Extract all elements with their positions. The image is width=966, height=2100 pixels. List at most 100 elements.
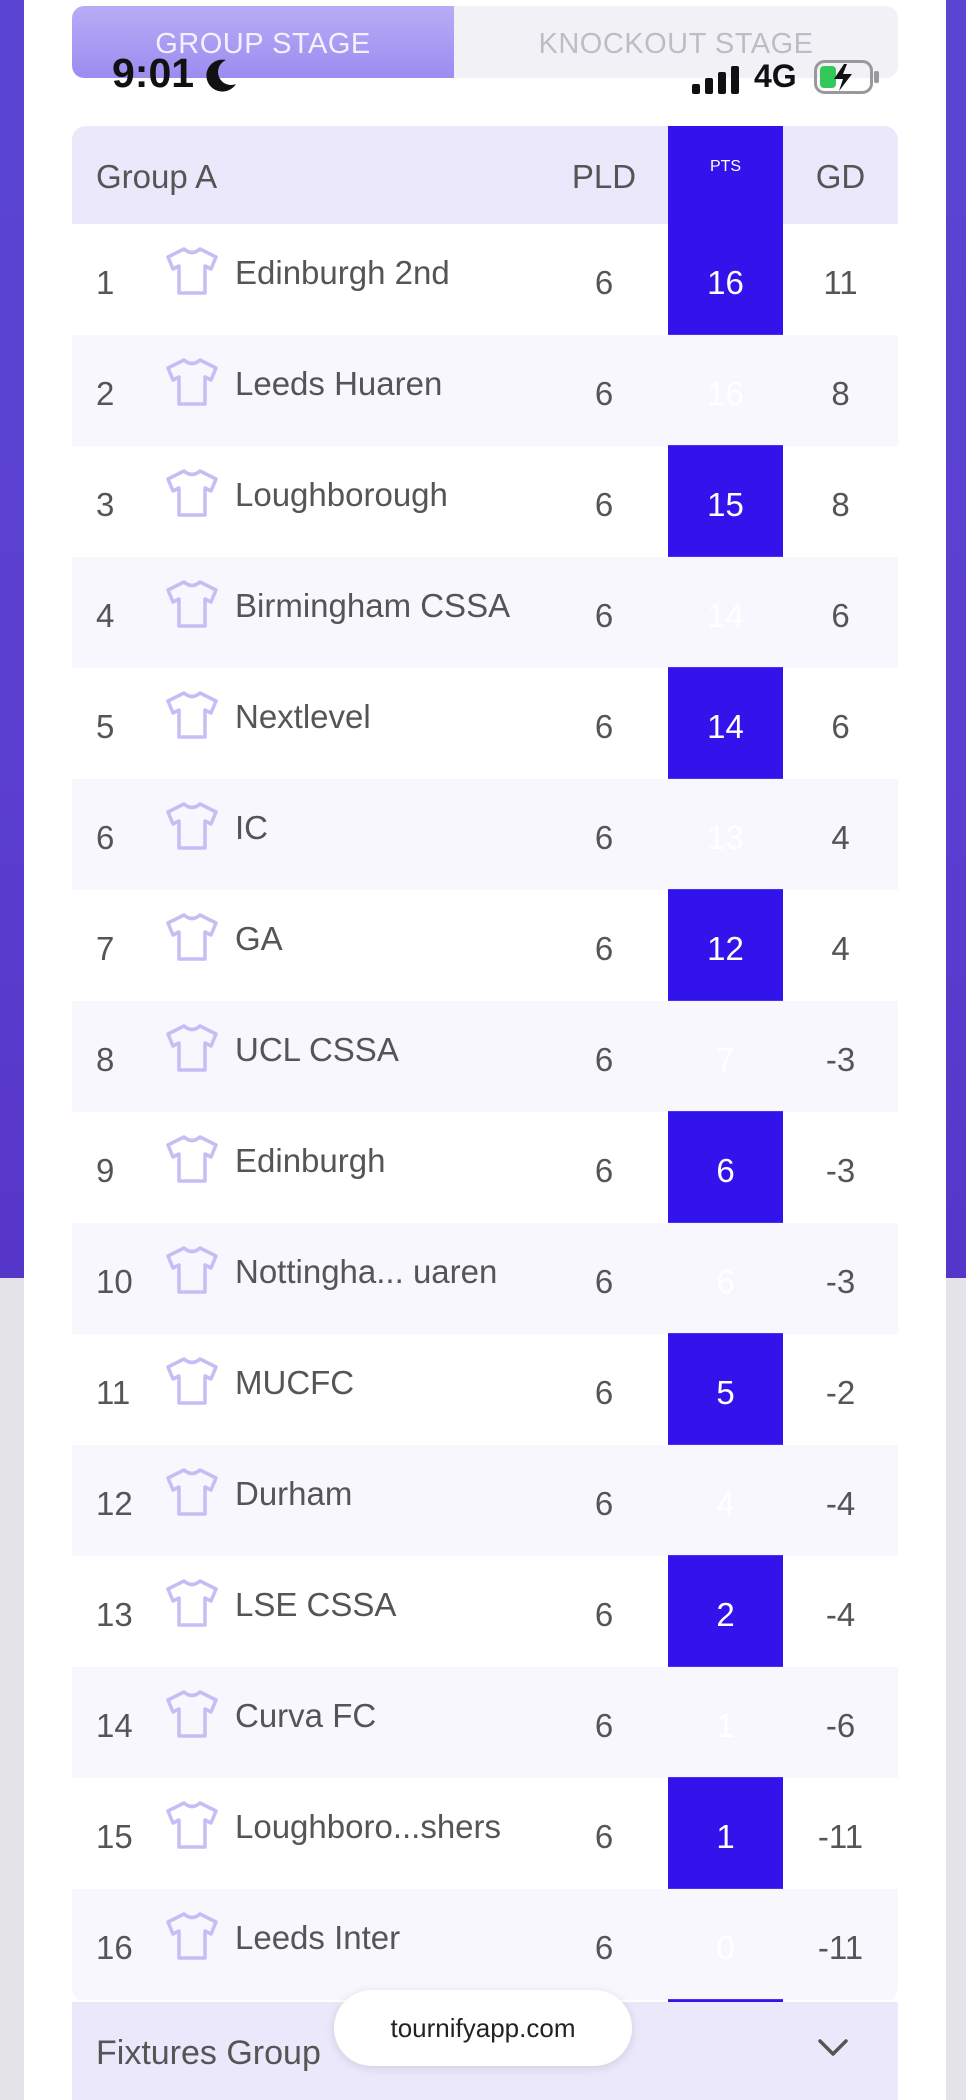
gd-cell: -11: [817, 1818, 864, 1855]
status-time: 9:01: [112, 50, 195, 96]
gd-cell: 4: [831, 930, 850, 967]
shirt-icon: [166, 802, 218, 850]
shirt-icon: [166, 1246, 218, 1294]
gd-cell: 6: [831, 708, 850, 745]
gd-cell: 8: [831, 375, 850, 412]
position-cell: 4: [96, 597, 115, 634]
position-cell: 6: [96, 819, 115, 856]
pts-cell: 5: [716, 1374, 735, 1411]
gd-cell: 8: [831, 486, 850, 523]
pld-cell: 6: [594, 1485, 614, 1522]
shirt-icon: [166, 1135, 218, 1183]
shirt-icon: [166, 469, 218, 517]
table-row[interactable]: 6 IC 6 13 4: [72, 779, 898, 890]
shirt-icon: [166, 1690, 218, 1738]
pts-cell: 7: [716, 1041, 735, 1078]
fixtures-group-label: Fixtures Group: [96, 2034, 321, 2072]
shirt-icon: [166, 580, 218, 628]
position-cell: 10: [96, 1263, 133, 1300]
table-row[interactable]: 15 Loughboro...shers 6 1 -11: [72, 1778, 898, 1889]
pts-divider: [668, 556, 783, 557]
table-row[interactable]: 4 Birmingham CSSA 6 14 6: [72, 557, 898, 668]
pld-cell: 6: [594, 264, 614, 301]
shirt-icon: [166, 247, 218, 295]
table-row[interactable]: 7 GA 6 12 4: [72, 890, 898, 1001]
gd-cell: 11: [823, 264, 858, 301]
column-header-pts[interactable]: PTS: [709, 158, 742, 175]
pts-divider: [668, 1999, 783, 2000]
pld-cell: 6: [594, 1596, 614, 1633]
pts-divider: [668, 667, 783, 668]
position-cell: 5: [96, 708, 115, 745]
gd-cell: -3: [825, 1152, 856, 1189]
team-name: Loughboro...shers: [235, 1808, 502, 1845]
tab-knockout-stage[interactable]: KNOCKOUT STAGE: [538, 28, 814, 60]
table-row[interactable]: 8 UCL CSSA 6 7 -3: [72, 1001, 898, 1112]
moon-icon: [206, 59, 236, 92]
pts-divider: [668, 1555, 783, 1556]
pts-divider: [668, 889, 783, 890]
team-name: Curva FC: [235, 1697, 377, 1734]
pld-cell: 6: [594, 597, 614, 634]
pts-divider: [668, 1000, 783, 1001]
pts-cell: 0: [716, 1929, 735, 1966]
pts-cell: 13: [707, 819, 744, 856]
shirt-icon: [166, 913, 218, 961]
pld-cell: 6: [594, 708, 614, 745]
pts-divider: [668, 1777, 783, 1778]
shirt-icon: [166, 1912, 218, 1960]
position-cell: 2: [96, 375, 115, 412]
table-row[interactable]: 3 Loughborough 6 15 8: [72, 446, 898, 557]
table-row[interactable]: 13 LSE CSSA 6 2 -4: [72, 1556, 898, 1667]
shirt-icon: [166, 1357, 218, 1405]
pts-divider: [668, 334, 783, 335]
team-name: Leeds Huaren: [235, 365, 443, 402]
tab-group-stage[interactable]: GROUP STAGE: [72, 6, 454, 78]
chevron-down-icon: [818, 2039, 848, 2056]
pts-divider: [668, 1444, 783, 1445]
pld-cell: 6: [594, 1929, 614, 1966]
pld-cell: 6: [594, 930, 614, 967]
table-row[interactable]: 9 Edinburgh 6 6 -3: [72, 1112, 898, 1223]
team-name: Nextlevel: [235, 698, 371, 735]
pts-divider: [668, 778, 783, 779]
table-row[interactable]: 2 Leeds Huaren 6 16 8: [72, 335, 898, 446]
table-row[interactable]: 12 Durham 6 4 -4: [72, 1445, 898, 1556]
pld-cell: 6: [594, 1041, 614, 1078]
pld-cell: 6: [594, 375, 614, 412]
table-row[interactable]: 14 Curva FC 6 1 -6: [72, 1667, 898, 1778]
pts-cell: 15: [707, 486, 744, 523]
standings-table: Group A PLD GD PTS 1 Edinburgh 2nd 6 16 11 2 L…: [72, 126, 898, 2002]
team-name: Leeds Inter: [235, 1919, 401, 1956]
gd-cell: 4: [831, 819, 850, 856]
team-name: Nottingha... uaren: [235, 1253, 498, 1290]
pts-cell: 6: [716, 1152, 735, 1189]
table-row[interactable]: 16 Leeds Inter 6 0 -11: [72, 1889, 898, 2000]
table-row[interactable]: 1 Edinburgh 2nd 6 16 11: [72, 224, 898, 335]
table-row[interactable]: 5 Nextlevel 6 14 6: [72, 668, 898, 779]
pts-cell: 6: [716, 1263, 735, 1300]
pld-cell: 6: [594, 486, 614, 523]
gd-cell: -4: [825, 1596, 856, 1633]
position-cell: 8: [96, 1041, 115, 1078]
column-header-gd[interactable]: GD: [815, 158, 866, 195]
pld-cell: 6: [594, 1818, 614, 1855]
pld-cell: 6: [594, 1152, 614, 1189]
column-header-pld[interactable]: PLD: [571, 158, 637, 195]
pts-divider: [668, 1222, 783, 1223]
position-cell: 11: [96, 1374, 131, 1411]
team-name: GA: [235, 920, 283, 957]
pld-cell: 6: [594, 1263, 614, 1300]
position-cell: 15: [96, 1818, 133, 1855]
table-row[interactable]: 10 Nottingha... uaren 6 6 -3: [72, 1223, 898, 1334]
shirt-icon: [166, 358, 218, 406]
position-cell: 3: [96, 486, 115, 523]
shirt-icon: [166, 1024, 218, 1072]
pts-cell: 1: [716, 1707, 735, 1744]
table-row[interactable]: 11 MUCFC 6 5 -2: [72, 1334, 898, 1445]
position-cell: 13: [96, 1596, 133, 1633]
shirt-icon: [166, 1579, 218, 1627]
url-pill[interactable]: tournifyapp.com: [334, 1990, 632, 2066]
position-cell: 14: [96, 1707, 133, 1744]
team-name: Durham: [235, 1475, 353, 1512]
